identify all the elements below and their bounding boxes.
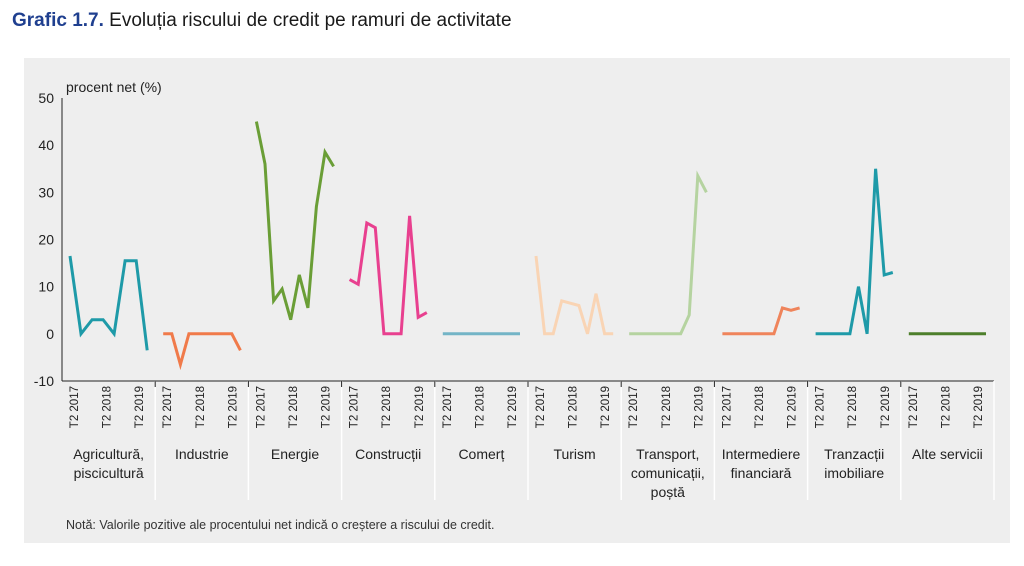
x-tick-label: T2 2017 — [628, 386, 640, 428]
x-tick-label: T2 2017 — [721, 386, 733, 428]
x-tick-label: T2 2018 — [102, 386, 114, 428]
x-tick-label: T2 2017 — [349, 386, 361, 428]
x-tick-label: T2 2019 — [880, 386, 892, 428]
x-tick-label: T2 2018 — [661, 386, 673, 428]
chart-note: Notă: Valorile pozitive ale procentului … — [66, 518, 495, 532]
y-tick-label: 30 — [38, 184, 54, 200]
y-tick-label: 0 — [46, 326, 54, 342]
category-label: Intermediere — [722, 446, 801, 462]
series-line — [163, 332, 242, 371]
x-tick-label: T2 2019 — [600, 386, 612, 428]
series-line — [629, 170, 708, 336]
series-line — [534, 255, 614, 336]
x-tick-label: T2 2017 — [255, 386, 267, 428]
category-label: Industrie — [175, 446, 229, 462]
category-label: Agricultură, — [73, 446, 144, 462]
category-label: Alte servicii — [912, 446, 983, 462]
x-tick-label: T2 2019 — [507, 386, 519, 428]
category-label: Construcții — [355, 446, 421, 462]
category-label: comunicații, — [631, 465, 705, 481]
x-tick-label: T2 2019 — [787, 386, 799, 428]
category-label: Tranzacții — [824, 446, 884, 462]
y-tick-label: 10 — [38, 279, 54, 295]
x-tick-label: T2 2018 — [381, 386, 393, 428]
series-line — [815, 168, 894, 336]
category-label: poștă — [651, 484, 685, 500]
x-tick-label: T2 2018 — [940, 386, 952, 428]
x-tick-label: T2 2018 — [754, 386, 766, 428]
category-label: Transport, — [636, 446, 699, 462]
category-label: Comerț — [458, 446, 504, 462]
chart-title-text: Evoluția riscului de credit pe ramuri de… — [109, 10, 512, 31]
category-label: Energie — [271, 446, 319, 462]
category-label: imobiliare — [824, 465, 884, 481]
series-line — [254, 121, 335, 321]
category-label: financiară — [731, 465, 792, 481]
category-label: Turism — [553, 446, 595, 462]
y-axis-label: procent net (%) — [66, 79, 162, 95]
y-tick-label: 40 — [38, 137, 54, 153]
x-tick-label: T2 2019 — [227, 386, 239, 428]
y-tick-label: 20 — [38, 232, 54, 248]
series-line — [722, 306, 801, 336]
x-tick-label: T2 2019 — [693, 386, 705, 428]
x-tick-label: T2 2018 — [288, 386, 300, 428]
x-tick-label: T2 2018 — [847, 386, 859, 428]
x-tick-label: T2 2018 — [195, 386, 207, 428]
x-tick-label: T2 2017 — [442, 386, 454, 428]
category-label: piscicultură — [74, 465, 144, 481]
x-tick-label: T2 2019 — [973, 386, 985, 428]
chart-number: Grafic 1.7. — [12, 10, 104, 31]
x-tick-label: T2 2018 — [474, 386, 486, 428]
x-tick-label: T2 2017 — [535, 386, 547, 428]
y-tick-label: 50 — [38, 90, 54, 106]
x-tick-label: T2 2017 — [162, 386, 174, 428]
chart-panel — [24, 58, 1010, 543]
chart-title: Grafic 1.7. Evoluția riscului de credit … — [12, 10, 512, 32]
x-tick-label: T2 2019 — [321, 386, 333, 428]
x-tick-label: T2 2019 — [414, 386, 426, 428]
x-tick-label: T2 2017 — [815, 386, 827, 428]
x-tick-label: T2 2018 — [568, 386, 580, 428]
x-tick-label: T2 2019 — [134, 386, 146, 428]
y-tick-label: -10 — [34, 373, 54, 389]
x-tick-label: T2 2017 — [69, 386, 81, 428]
series-line — [348, 215, 428, 336]
series-line — [68, 255, 149, 351]
x-tick-label: T2 2017 — [908, 386, 920, 428]
